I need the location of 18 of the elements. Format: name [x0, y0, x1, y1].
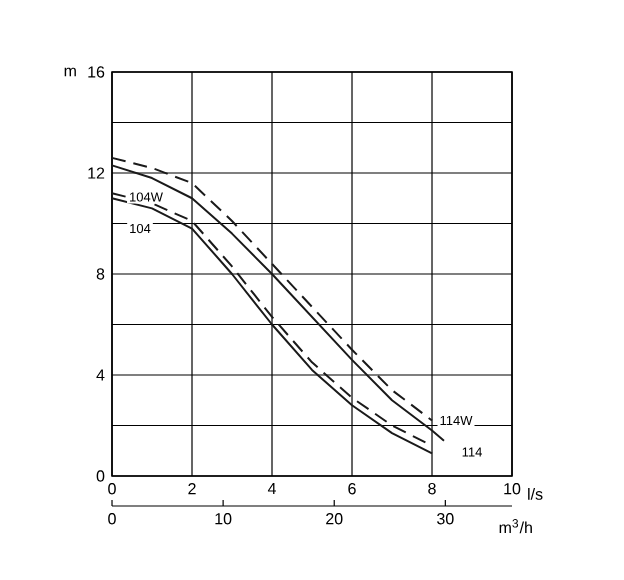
x-tick-label: 10	[504, 483, 521, 495]
x2-axis-title: m$^{3}$/h	[499, 519, 532, 534]
y-tick-label: 12	[88, 167, 105, 179]
y-tick-label: 4	[96, 369, 105, 381]
x-tick-label: 8	[428, 483, 436, 495]
y-axis-title: m	[64, 67, 76, 77]
x2-tick-label: 0	[108, 513, 116, 525]
x-tick-label: 6	[348, 483, 356, 495]
y-tick-label: 0	[96, 470, 105, 482]
x2-tick-label: 20	[326, 513, 343, 525]
x-tick-label: 2	[188, 483, 196, 495]
x-tick-label: 4	[267, 483, 276, 495]
y-tick-label: 16	[88, 66, 105, 78]
x-axis-title: l/s	[528, 488, 543, 500]
y-tick-label: 8	[96, 268, 105, 280]
x2-tick-label: 10	[215, 513, 232, 525]
x-tick-label: 0	[108, 483, 116, 495]
x2-tick-label: 30	[437, 513, 454, 525]
